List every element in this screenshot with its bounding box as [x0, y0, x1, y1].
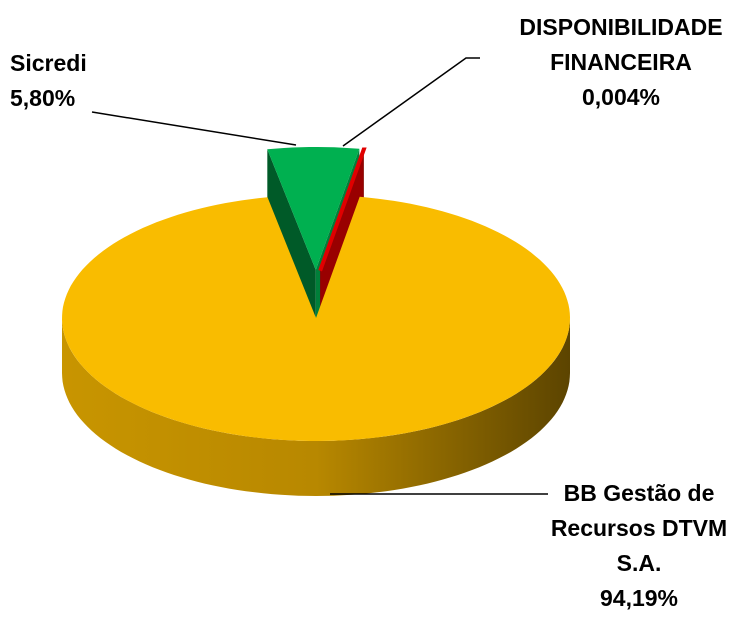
slice — [62, 196, 570, 441]
label: DISPONIBILIDADE FINANCEIRA 0,004% — [496, 10, 746, 115]
pie — [62, 147, 570, 496]
label: Sicredi 5,80% — [10, 46, 87, 116]
label: BB Gestão de Recursos DTVM S.A. 94,19% — [534, 476, 744, 616]
value-label: 94,19% — [599, 585, 678, 611]
leader-line — [91, 111, 297, 146]
category-label: Sicredi — [10, 50, 87, 76]
slice-edge — [267, 149, 316, 326]
slice — [267, 147, 360, 271]
slice-side — [62, 318, 570, 496]
value-label: 0,004% — [581, 84, 660, 110]
leader-line — [342, 57, 480, 147]
value-label: 5,80% — [10, 85, 76, 111]
category-label: DISPONIBILIDADE FINANCEIRA — [519, 14, 723, 75]
slice — [318, 147, 367, 272]
category-label: BB Gestão de Recursos DTVM S.A. — [550, 480, 728, 576]
